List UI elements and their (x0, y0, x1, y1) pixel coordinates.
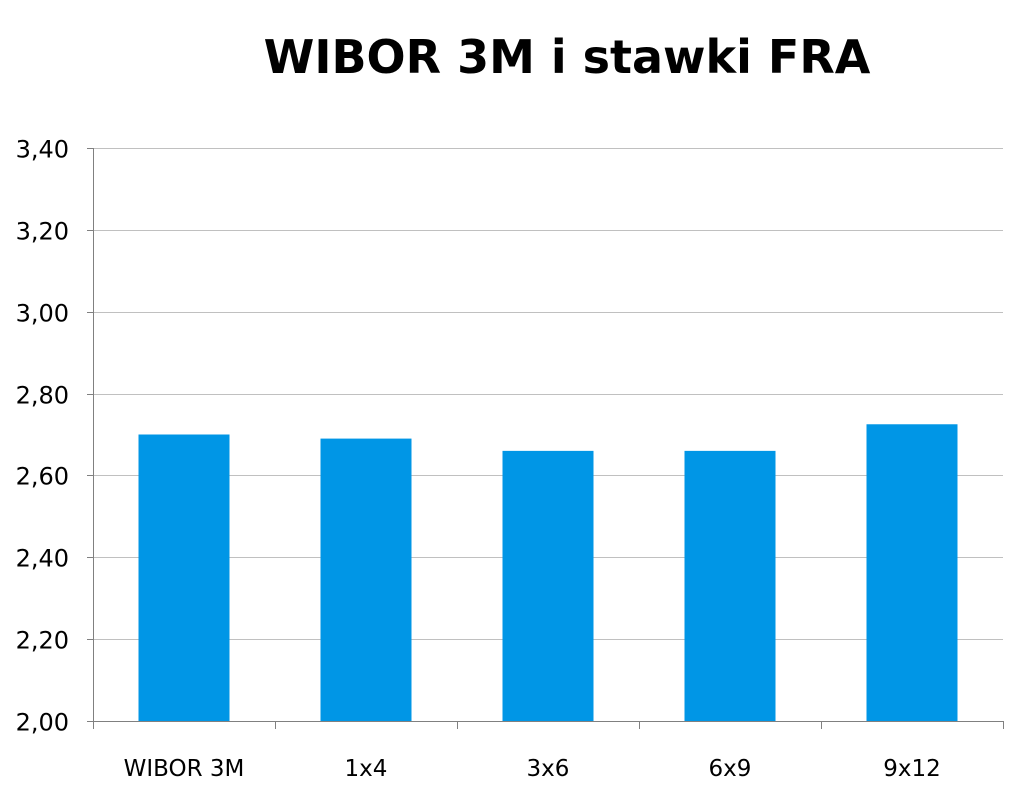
y-tick-label: 2,80 (16, 382, 69, 410)
chart-title: WIBOR 3M i stawki FRA (263, 30, 871, 84)
bar (684, 450, 776, 721)
bar (320, 438, 412, 721)
x-tick-label: 1x4 (345, 756, 388, 782)
y-tick-label: 3,40 (16, 136, 69, 164)
y-tick-label: 2,40 (16, 545, 69, 573)
y-tick-label: 2,20 (16, 627, 69, 655)
x-tick-label: 9x12 (883, 756, 941, 782)
y-tick-label: 2,60 (16, 463, 69, 491)
x-tick-labels: WIBOR 3M 1x4 3x6 6x9 9x12 (124, 756, 941, 782)
y-tick-label: 3,00 (16, 300, 69, 328)
x-tick-label: 6x9 (709, 756, 752, 782)
bars (138, 424, 958, 721)
x-tick-label: 3x6 (527, 756, 570, 782)
x-tick-label: WIBOR 3M (124, 756, 245, 782)
bar (866, 424, 958, 721)
y-tick-label: 3,20 (16, 218, 69, 246)
bar (138, 434, 230, 721)
y-tick-label: 2,00 (16, 709, 69, 737)
axes (87, 148, 1004, 729)
bar (502, 450, 594, 721)
y-tick-labels: 2,00 2,20 2,40 2,60 2,80 3,00 3,20 3,40 (16, 136, 69, 737)
